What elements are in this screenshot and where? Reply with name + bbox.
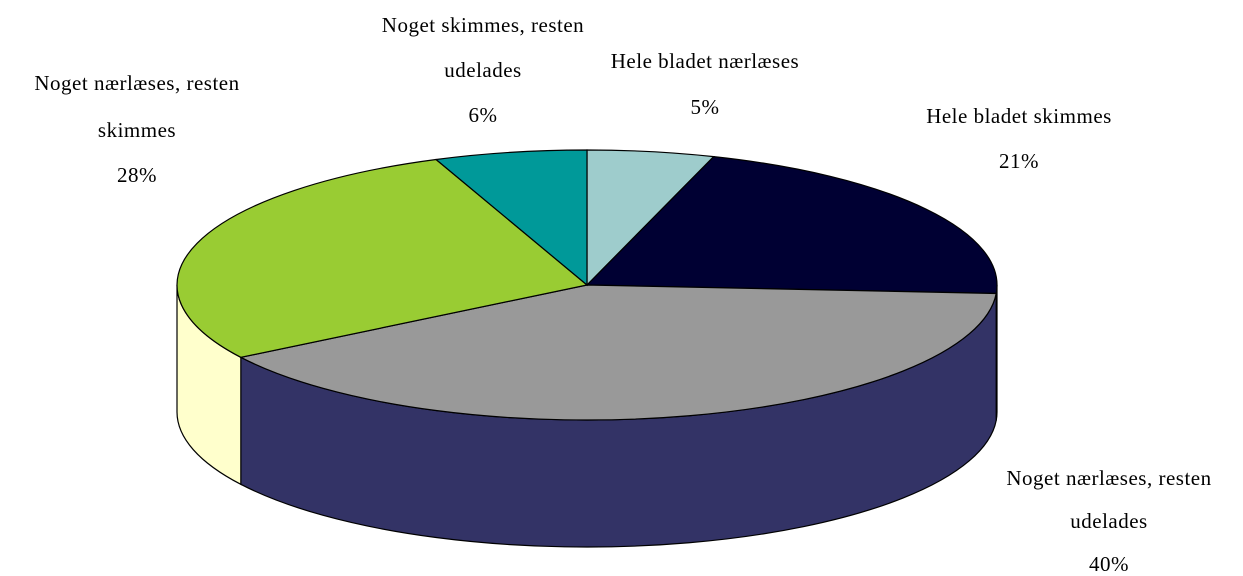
pie-slice-hele-bladet-skimmes [585,155,998,295]
slice-percent-hele-bladet-skimmes: 21% [999,149,1039,173]
slice-label-noget-naerlaeses-skimmes-line2: skimmes [98,118,176,142]
slice-label-noget-naerlaeses-skimmes-line1: Noget nærlæses, resten [34,71,239,95]
slice-label-noget-naerlaeses-udelades-line1: Noget nærlæses, resten [1006,466,1211,490]
slice-percent-noget-naerlaeses-skimmes: 28% [117,163,157,187]
slice-label-hele-bladet-naerlaeses: Hele bladet nærlæses [611,49,799,73]
slice-percent-noget-naerlaeses-udelades: 40% [1089,552,1129,576]
slice-label-noget-naerlaeses-udelades-line2: udelades [1070,509,1147,533]
slice-label-noget-skimmes-udelades-line2: udelades [444,58,521,82]
pie-slice-noget-naerlaeses-resten-udelades [239,284,997,421]
pie-labels: Hele bladet nærlæses 5% Hele bladet skim… [34,13,1211,576]
slice-label-hele-bladet-skimmes: Hele bladet skimmes [926,104,1112,128]
slice-label-noget-skimmes-udelades-line1: Noget skimmes, resten [382,13,584,37]
pie-slice-noget-naerlaeses-resten-skimmes [176,158,589,358]
pie-slice-noget-skimmes-resten-udelades [434,149,588,287]
slice-percent-hele-bladet-naerlaeses: 5% [691,95,720,119]
pie-slices [176,149,998,421]
slice-percent-noget-skimmes-udelades: 6% [469,103,498,127]
